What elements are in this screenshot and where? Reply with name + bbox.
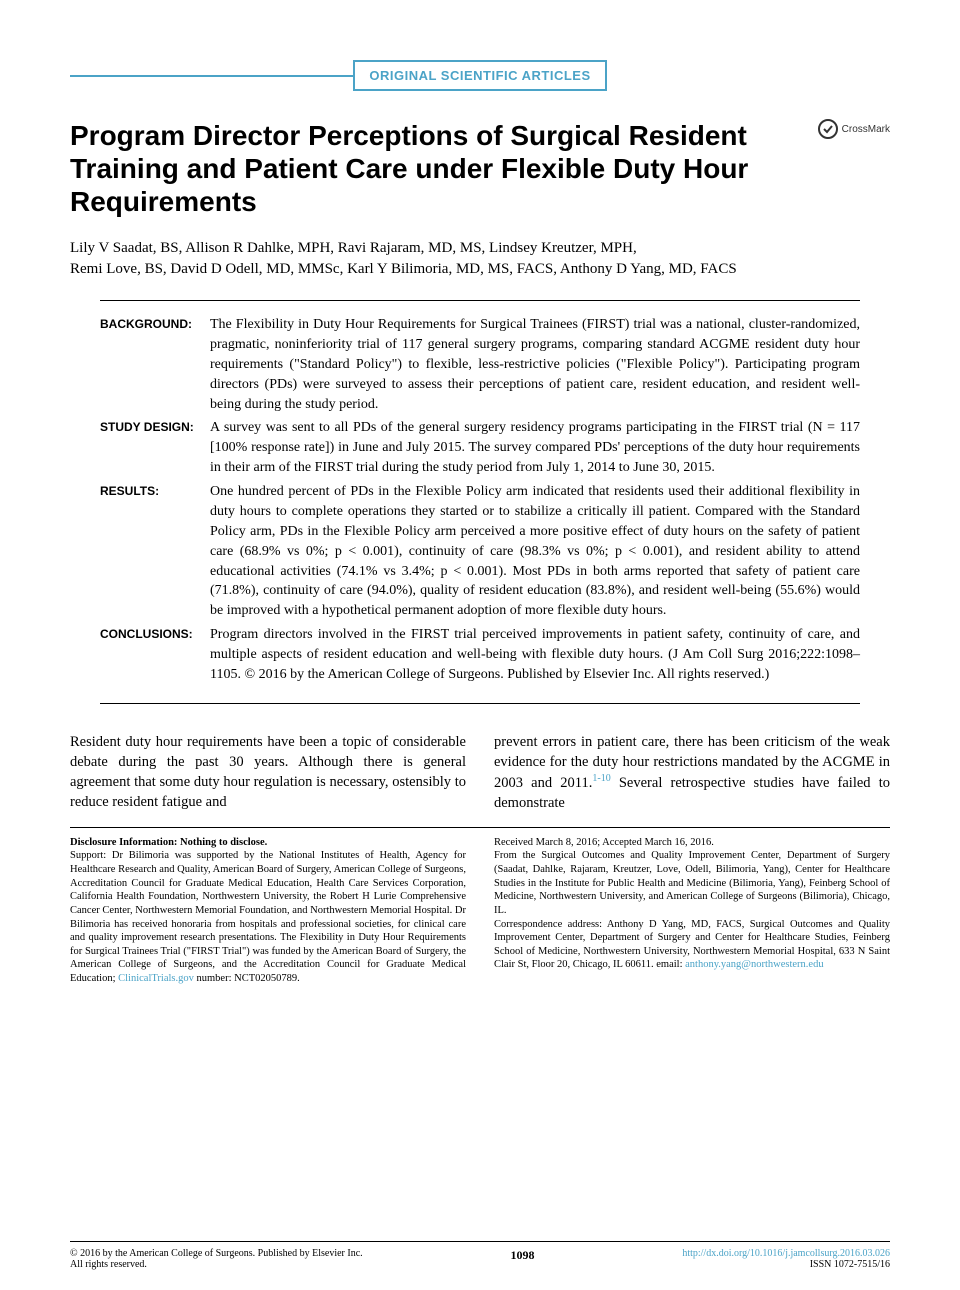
section-tag-container: ORIGINAL SCIENTIFIC ARTICLES (70, 60, 890, 91)
affiliation-text: From the Surgical Outcomes and Quality I… (494, 849, 890, 917)
article-title: Program Director Perceptions of Surgical… (70, 119, 818, 218)
body-text-left: Resident duty hour requirements have bee… (70, 734, 466, 810)
body-column-left: Resident duty hour requirements have bee… (70, 732, 466, 813)
citation-ref[interactable]: 1-10 (592, 773, 610, 784)
clinicaltrials-link[interactable]: ClinicalTrials.gov (118, 973, 194, 984)
abstract-conclusions-row: CONCLUSIONS: Program directors involved … (100, 625, 860, 685)
support-text: Support: Dr Bilimoria was supported by t… (70, 850, 466, 984)
authors-line-1: Lily V Saadat, BS, Allison R Dahlke, MPH… (70, 238, 890, 259)
footer-left: © 2016 by the American College of Surgeo… (70, 1248, 363, 1270)
correspondence-email[interactable]: anthony.yang@northwestern.edu (685, 959, 823, 970)
abstract-results-row: RESULTS: One hundred percent of PDs in t… (100, 482, 860, 621)
page-footer: © 2016 by the American College of Surgeo… (70, 1241, 890, 1270)
crossmark-label: CrossMark (842, 124, 890, 135)
support-tail: number: NCT02050789. (194, 973, 300, 984)
footnote-column-left: Disclosure Information: Nothing to discl… (70, 836, 466, 986)
received-text: Received March 8, 2016; Accepted March 1… (494, 836, 890, 850)
abstract-study-design-text: A survey was sent to all PDs of the gene… (210, 418, 860, 478)
abstract-background-row: BACKGROUND: The Flexibility in Duty Hour… (100, 315, 860, 414)
crossmark-icon (818, 119, 838, 139)
footnote-column-right: Received March 8, 2016; Accepted March 1… (494, 836, 890, 986)
abstract-label: CONCLUSIONS: (100, 625, 210, 685)
title-row: Program Director Perceptions of Surgical… (70, 119, 890, 218)
authors-line-2: Remi Love, BS, David D Odell, MD, MMSc, … (70, 259, 890, 280)
abstract-box: BACKGROUND: The Flexibility in Duty Hour… (100, 300, 860, 704)
footnote-divider (70, 827, 890, 828)
footnotes: Disclosure Information: Nothing to discl… (70, 836, 890, 986)
abstract-results-text: One hundred percent of PDs in the Flexib… (210, 482, 860, 621)
footer-rights: All rights reserved. (70, 1259, 363, 1270)
disclosure-heading: Disclosure Information: Nothing to discl… (70, 836, 466, 850)
abstract-label: STUDY DESIGN: (100, 418, 210, 478)
abstract-study-design-row: STUDY DESIGN: A survey was sent to all P… (100, 418, 860, 478)
abstract-label: BACKGROUND: (100, 315, 210, 414)
crossmark-badge[interactable]: CrossMark (818, 119, 890, 139)
abstract-label: RESULTS: (100, 482, 210, 621)
abstract-background-text: The Flexibility in Duty Hour Requirement… (210, 315, 860, 414)
footer-copyright: © 2016 by the American College of Surgeo… (70, 1248, 363, 1259)
footer-page-number: 1098 (510, 1248, 534, 1263)
body-columns: Resident duty hour requirements have bee… (70, 732, 890, 813)
footer-right: http://dx.doi.org/10.1016/j.jamcollsurg.… (682, 1248, 890, 1270)
body-column-right: prevent errors in patient care, there ha… (494, 732, 890, 813)
section-tag: ORIGINAL SCIENTIFIC ARTICLES (353, 60, 606, 91)
abstract-conclusions-text: Program directors involved in the FIRST … (210, 625, 860, 685)
footer-doi-link[interactable]: http://dx.doi.org/10.1016/j.jamcollsurg.… (682, 1248, 890, 1259)
section-tag-rule (70, 75, 353, 77)
authors-block: Lily V Saadat, BS, Allison R Dahlke, MPH… (70, 238, 890, 280)
footer-issn: ISSN 1072-7515/16 (682, 1259, 890, 1270)
